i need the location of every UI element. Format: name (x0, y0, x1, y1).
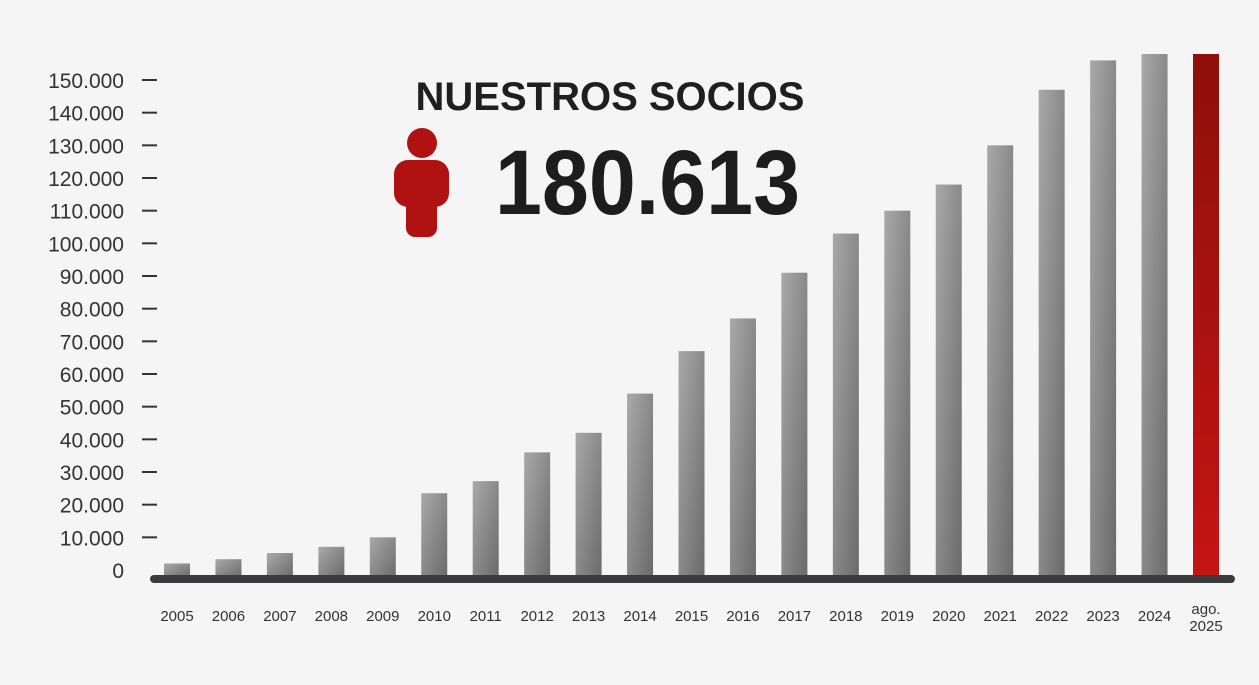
x-tick-label: 2009 (366, 608, 399, 625)
x-tick-label: ago. (1191, 601, 1220, 618)
bar (1090, 60, 1117, 577)
x-tick-label: 2006 (212, 608, 245, 625)
bar (369, 537, 396, 577)
bar (678, 351, 705, 577)
x-tick-label: 2005 (160, 608, 193, 625)
y-axis: 0 10.000 20.000 30.000 40.000 50.000 60.000 70.… (48, 70, 157, 583)
y-tick-label: 150.000 (48, 70, 124, 93)
y-tick-label: 0 (112, 560, 124, 583)
y-tick-label: 100.000 (48, 233, 124, 256)
x-tick-label: 2022 (1035, 608, 1068, 625)
x-tick-label: 2018 (829, 608, 862, 625)
x-tick-label: 2011 (470, 608, 502, 625)
bar (781, 272, 808, 577)
x-tick-label: 2012 (520, 608, 553, 625)
y-tick-label: 120.000 (48, 168, 124, 191)
x-tick-label: 2020 (932, 608, 965, 625)
bar (575, 432, 602, 577)
x-tick-label: 2015 (675, 608, 708, 625)
y-tick-label: 40.000 (60, 429, 124, 452)
x-tick-label: 2025 (1189, 618, 1222, 635)
y-tick-label: 110.000 (50, 201, 124, 224)
y-tick-label: 50.000 (60, 397, 124, 420)
y-tick-label: 80.000 (60, 299, 124, 322)
bar (164, 563, 190, 577)
y-tick-label: 20.000 (60, 495, 124, 518)
bars-group (164, 54, 1219, 578)
bar (884, 210, 911, 577)
x-tick-label: 2021 (984, 608, 1017, 625)
person-icon (394, 128, 449, 237)
bar (987, 145, 1014, 578)
bar (935, 184, 962, 578)
x-tick-label: 2024 (1138, 608, 1171, 625)
y-tick-label: 70.000 (60, 331, 124, 354)
bar (1141, 54, 1168, 577)
bar (729, 318, 756, 577)
bar (318, 546, 345, 577)
x-tick-label: 2017 (778, 608, 811, 625)
bar (215, 559, 242, 577)
x-tick-label: 2019 (881, 608, 914, 625)
x-tick-label: 2016 (726, 608, 759, 625)
y-tick-label: 130.000 (48, 135, 124, 158)
y-tick-label: 10.000 (60, 527, 124, 550)
x-tick-label: 2007 (263, 608, 296, 625)
y-tick-label: 90.000 (60, 266, 124, 289)
bar (421, 493, 448, 577)
x-axis: 2005 2006 2007 2008 2009 2010 2011 2012 2013 2014… (160, 601, 1222, 635)
headline-title: NUESTROS SOCIOS (416, 75, 805, 119)
x-tick-label: 2010 (418, 608, 451, 625)
y-tick-label: 60.000 (60, 364, 124, 387)
x-tick-label: 2014 (623, 608, 656, 625)
bar-highlight (1193, 54, 1219, 577)
x-tick-label: 2023 (1086, 608, 1119, 625)
x-tick-label: 2013 (572, 608, 605, 625)
bar (472, 481, 499, 577)
bar (832, 233, 859, 578)
bar (266, 553, 293, 577)
x-tick-label: 2008 (315, 608, 348, 625)
bar (627, 393, 654, 577)
bar (524, 452, 551, 577)
x-axis-baseline (150, 575, 1235, 583)
y-tick-label: 140.000 (48, 103, 124, 126)
y-tick-label: 30.000 (60, 462, 124, 485)
bar (1038, 89, 1065, 578)
member-total: 180.613 (495, 132, 800, 234)
